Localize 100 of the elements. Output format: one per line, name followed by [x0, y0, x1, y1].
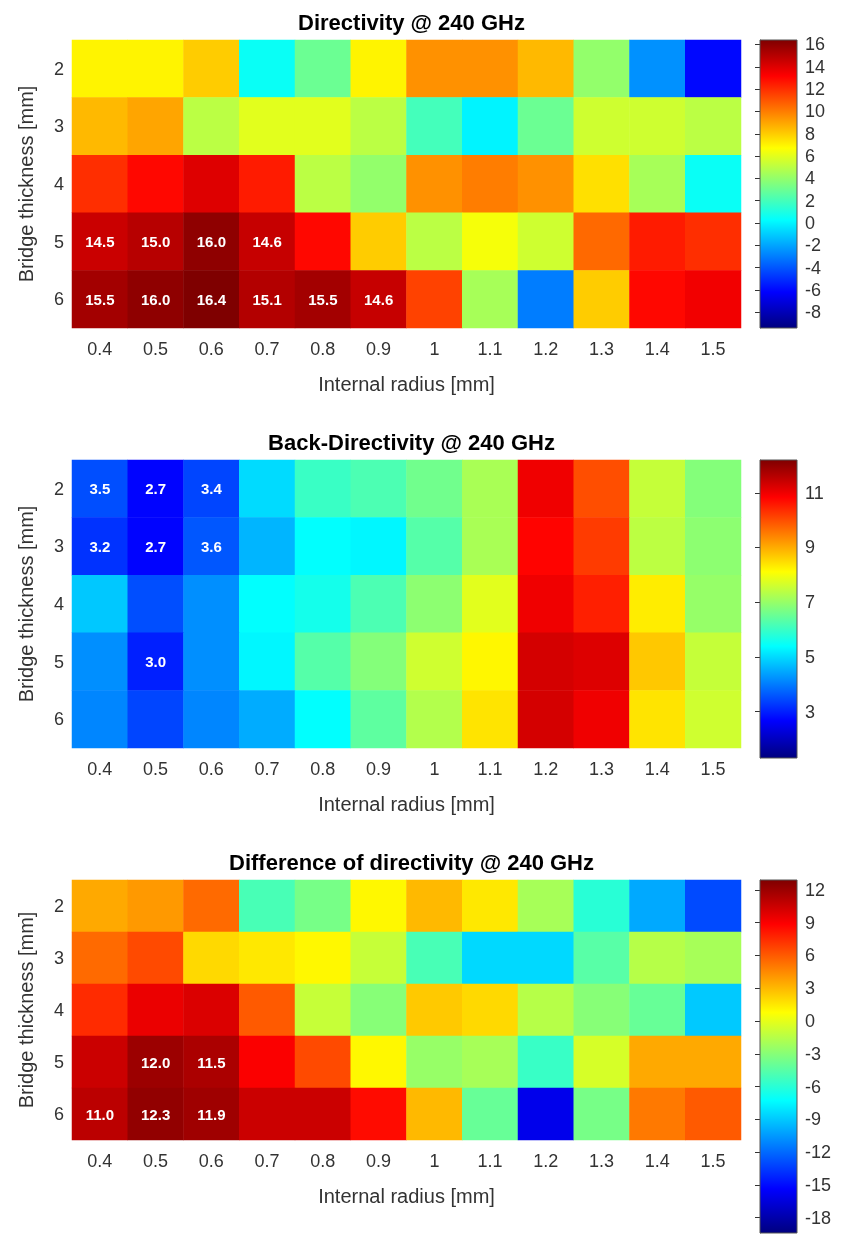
x-tick-label: 1.4 [644, 759, 670, 779]
color-bar-label: -4 [805, 257, 822, 278]
data-label: 12.3 [141, 1105, 171, 1123]
x-tick-label: 0.7 [254, 339, 280, 359]
color-bar-label: -8 [805, 302, 822, 323]
color-bar-label: -3 [805, 1043, 822, 1064]
y-tick-label: 5 [53, 231, 64, 252]
x-tick-label: 0.4 [87, 759, 113, 779]
x-tick-label: 1.5 [700, 759, 726, 779]
y-tick-label: 6 [53, 709, 64, 730]
y-tick-label: 6 [53, 1104, 64, 1124]
color-bar-label: -18 [805, 1207, 832, 1228]
y-tick-label: 2 [53, 58, 64, 79]
x-tick-label: 1.4 [644, 339, 670, 359]
color-bar-label: 6 [805, 146, 816, 167]
x-tick-label: 0.6 [198, 759, 224, 779]
data-label: 14.6 [252, 233, 282, 251]
data-label: 3.2 [89, 537, 111, 555]
color-bar-label: 16 [805, 34, 826, 55]
color-bar-label: 0 [805, 1010, 816, 1031]
x-tick-label: 1.1 [477, 759, 503, 779]
x-tick-label: 0.6 [198, 339, 224, 359]
data-label: 12.0 [141, 1053, 171, 1071]
data-label: 2.7 [145, 537, 167, 555]
y-tick-label: 2 [53, 896, 64, 916]
data-label: 11.0 [85, 1105, 115, 1123]
data-label: 16.0 [141, 290, 171, 308]
chart-title: Back-Directivity @ 240 GHz [268, 429, 555, 455]
color-bar-label: 9 [805, 537, 816, 558]
x-tick-label: 0.4 [87, 1151, 113, 1171]
x-tick-label: 1.2 [533, 339, 559, 359]
x-axis-title: Internal radius [mm] [318, 1185, 495, 1207]
x-tick-label: 1.3 [589, 759, 615, 779]
y-axis-title: Bridge thickness [mm] [15, 85, 37, 283]
data-label: 14.5 [85, 233, 115, 251]
x-tick-label: 1.3 [589, 1151, 615, 1171]
y-tick-label: 3 [53, 948, 64, 968]
color-bar-label: 12 [805, 79, 826, 100]
x-tick-label: 1.2 [533, 759, 559, 779]
color-bar-label: 8 [805, 123, 816, 144]
data-label: 16.0 [196, 233, 226, 251]
y-axis-title: Bridge thickness [mm] [15, 911, 37, 1109]
x-tick-label: 0.7 [254, 1151, 280, 1171]
color-bar-label: -9 [805, 1109, 822, 1130]
x-tick-label: 1.1 [477, 339, 503, 359]
data-label: 3.4 [200, 480, 223, 498]
data-label: 15.5 [85, 290, 115, 308]
color-bar-label: 3 [805, 701, 816, 722]
x-tick-label: 1.1 [477, 1151, 503, 1171]
data-label: 11.9 [197, 1105, 226, 1123]
x-tick-label: 0.8 [310, 759, 336, 779]
color-bar-label: 12 [805, 879, 826, 900]
data-label: 3.0 [145, 653, 167, 671]
color-bar-label: 11 [805, 482, 824, 503]
color-bar-label: 10 [805, 101, 826, 122]
data-label: 14.6 [364, 290, 394, 308]
color-bar-label: 6 [805, 945, 816, 966]
y-tick-label: 6 [53, 289, 64, 310]
x-tick-label: 0.8 [310, 1151, 336, 1171]
x-axis-title: Internal radius [mm] [318, 793, 495, 815]
x-tick-label: 1 [429, 759, 440, 779]
data-label: 2.7 [145, 480, 167, 498]
x-tick-label: 0.5 [143, 1151, 169, 1171]
color-bar-label: -15 [805, 1174, 832, 1195]
y-tick-label: 4 [53, 1000, 64, 1020]
data-label: 11.5 [197, 1053, 226, 1071]
y-tick-label: 5 [53, 1052, 64, 1072]
y-tick-label: 3 [53, 116, 64, 137]
y-tick-label: 5 [53, 651, 64, 672]
x-tick-label: 0.5 [143, 759, 169, 779]
data-label: 15.1 [252, 290, 282, 308]
y-axis-title: Bridge thickness [mm] [15, 505, 37, 703]
y-tick-label: 2 [53, 478, 64, 499]
x-tick-label: 1.2 [533, 1151, 559, 1171]
x-tick-label: 0.7 [254, 759, 280, 779]
x-tick-label: 0.4 [87, 339, 113, 359]
x-tick-label: 1.5 [700, 339, 726, 359]
x-tick-label: 0.6 [198, 1151, 224, 1171]
color-bar-label: 9 [805, 912, 816, 933]
x-axis-title: Internal radius [mm] [318, 373, 495, 395]
color-bar-label: 3 [805, 978, 816, 999]
x-tick-label: 1.5 [700, 1151, 726, 1171]
x-tick-label: 0.5 [143, 339, 169, 359]
color-bar-label: -6 [805, 1076, 822, 1097]
data-label: 3.5 [89, 480, 111, 498]
color-bar-label: 0 [805, 213, 816, 234]
x-tick-label: 1 [429, 339, 440, 359]
color-bar-label: 7 [805, 592, 816, 613]
x-tick-label: 0.8 [310, 339, 336, 359]
color-bar-label: -12 [805, 1142, 832, 1163]
x-tick-label: 1.4 [644, 1151, 670, 1171]
data-label: 15.0 [141, 233, 171, 251]
color-bar-label: 14 [805, 56, 826, 77]
y-tick-label: 4 [53, 174, 64, 194]
x-tick-label: 1 [429, 1151, 440, 1171]
data-label: 15.5 [308, 290, 338, 308]
x-tick-label: 0.9 [366, 1151, 392, 1171]
color-bar-label: -6 [805, 280, 822, 301]
data-label: 16.4 [196, 290, 227, 308]
chart-title: Difference of directivity @ 240 GHz [228, 849, 595, 875]
